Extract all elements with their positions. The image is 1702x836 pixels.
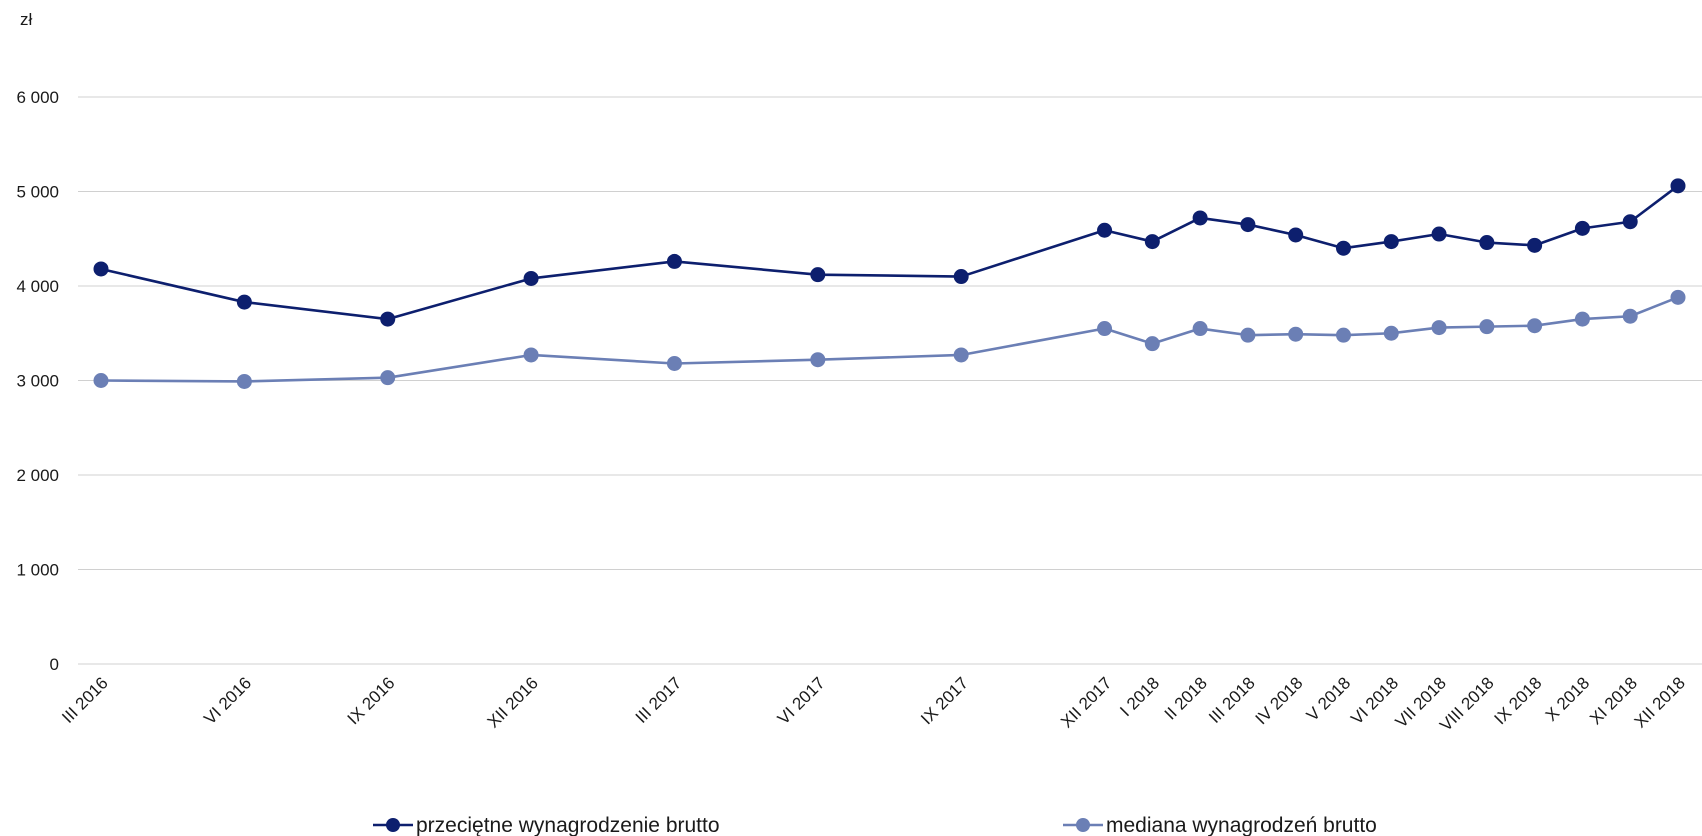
- data-point: [810, 267, 826, 283]
- data-point: [1383, 325, 1399, 341]
- data-point: [1288, 227, 1304, 243]
- data-point: [1431, 226, 1447, 242]
- series-2: [93, 289, 1686, 389]
- data-point: [380, 311, 396, 327]
- data-point: [1144, 336, 1160, 352]
- data-point: [666, 355, 682, 371]
- data-point: [1431, 320, 1447, 336]
- data-point: [953, 269, 969, 285]
- data-point: [1335, 240, 1351, 256]
- legend-marker: [386, 818, 400, 832]
- x-axis-tick-labels: III 2016 VI 2016 IX 2016 XII 2016 III 2017 VI…: [58, 673, 1689, 735]
- x-tick-label: XII 2018: [1631, 673, 1689, 731]
- x-tick-label: IX 2018: [1491, 673, 1546, 728]
- x-tick-label: II 2018: [1161, 673, 1211, 723]
- data-point: [1144, 234, 1160, 250]
- data-point: [1240, 217, 1256, 233]
- data-point: [1527, 318, 1543, 334]
- series-lines: [93, 178, 1686, 389]
- data-point: [1574, 311, 1590, 327]
- data-point: [1670, 178, 1686, 194]
- data-point: [523, 347, 539, 363]
- legend-label: mediana wynagrodzeń brutto: [1106, 814, 1377, 836]
- data-point: [1240, 327, 1256, 343]
- legend-label: przeciętne wynagrodzenie brutto: [416, 814, 720, 836]
- series-line: [100, 296, 1679, 383]
- y-tick-label: 3 000: [16, 372, 59, 391]
- legend-item: mediana wynagrodzeń brutto: [1063, 814, 1377, 836]
- data-point: [1622, 308, 1638, 324]
- y-tick-label: 4 000: [16, 277, 59, 296]
- x-tick-label: I 2018: [1116, 673, 1163, 720]
- x-tick-label: VI 2017: [774, 673, 829, 728]
- data-point: [236, 294, 252, 310]
- y-axis-tick-labels: 0 1 000 2 000 3 000 4 000 5 000 6 000: [16, 88, 59, 674]
- data-point: [810, 352, 826, 368]
- data-point: [1479, 319, 1495, 335]
- x-tick-label: III 2016: [58, 673, 112, 727]
- x-tick-label: IX 2016: [344, 673, 399, 728]
- y-tick-label: 1 000: [16, 561, 59, 580]
- x-tick-label: XII 2016: [484, 673, 542, 731]
- x-tick-label: III 2018: [1205, 673, 1259, 727]
- x-tick-label: III 2017: [632, 673, 686, 727]
- series-line: [100, 184, 1679, 321]
- legend: przeciętne wynagrodzenie brutto mediana w…: [373, 814, 1377, 836]
- data-point: [1383, 234, 1399, 250]
- y-tick-label: 6 000: [16, 88, 59, 107]
- data-point: [523, 270, 539, 286]
- x-tick-label: X 2018: [1542, 673, 1594, 725]
- data-point: [380, 370, 396, 386]
- data-point: [93, 261, 109, 277]
- y-tick-label: 0: [50, 655, 59, 674]
- data-point: [1097, 321, 1113, 337]
- data-point: [236, 373, 252, 389]
- x-tick-label: VI 2016: [200, 673, 255, 728]
- legend-item: przeciętne wynagrodzenie brutto: [373, 814, 720, 836]
- y-tick-label: 5 000: [16, 183, 59, 202]
- gridlines: [78, 96, 1702, 665]
- y-axis-unit-label: zł: [20, 10, 33, 29]
- data-point: [1192, 210, 1208, 226]
- data-point: [1192, 321, 1208, 337]
- data-point: [953, 347, 969, 363]
- data-point: [1335, 327, 1351, 343]
- series-1: [93, 178, 1686, 327]
- legend-marker: [1076, 818, 1090, 832]
- data-point: [93, 373, 109, 388]
- data-point: [1527, 237, 1543, 253]
- y-tick-label: 2 000: [16, 466, 59, 485]
- x-tick-label: IV 2018: [1252, 673, 1307, 728]
- data-point: [1479, 235, 1495, 251]
- x-tick-label: IX 2017: [917, 673, 972, 728]
- data-point: [666, 253, 682, 269]
- data-point: [1622, 214, 1638, 230]
- x-tick-label: V 2018: [1303, 673, 1355, 725]
- data-point: [1097, 222, 1113, 238]
- data-point: [1574, 220, 1590, 236]
- data-point: [1288, 326, 1304, 342]
- data-point: [1670, 289, 1686, 305]
- x-tick-label: XII 2017: [1057, 673, 1115, 731]
